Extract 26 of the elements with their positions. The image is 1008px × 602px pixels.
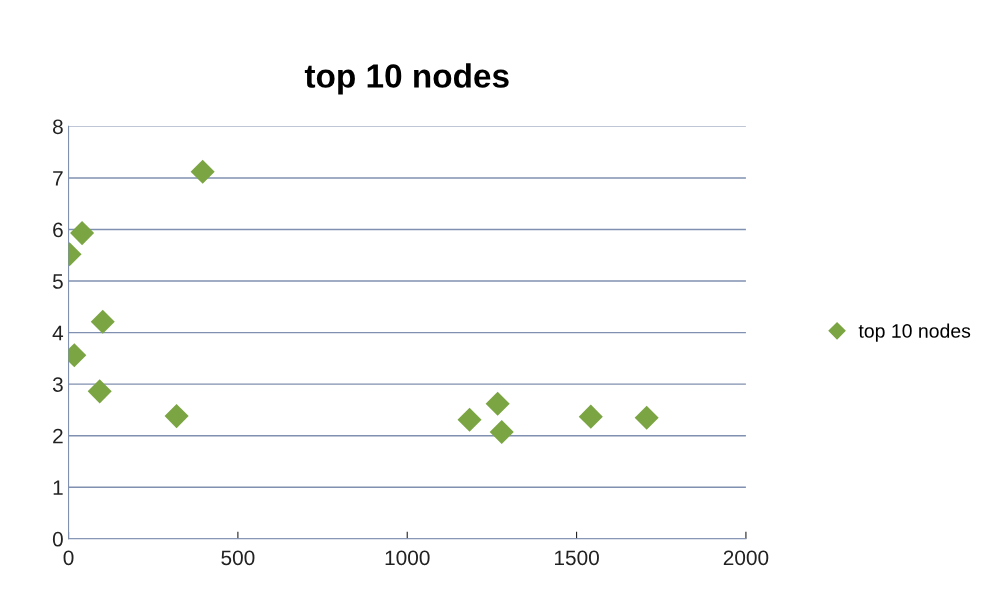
point: [485, 391, 510, 416]
x-tick-label: 1000: [385, 550, 430, 566]
x-tick-label: 2000: [723, 550, 769, 566]
legend-label: top 10 nodes: [858, 323, 971, 342]
x-tick-label: 500: [221, 550, 255, 566]
point: [634, 405, 659, 430]
point: [90, 309, 115, 334]
point: [190, 159, 215, 184]
point: [578, 404, 603, 429]
y-tick-label: 7: [53, 171, 63, 186]
y-tick-label: 1: [53, 480, 63, 495]
x-tick-label: 1500: [554, 550, 599, 566]
y-tick-label: 6: [53, 222, 63, 238]
point: [87, 379, 112, 404]
y-tick-label: 8: [53, 119, 63, 135]
y-tick-label: 2: [53, 428, 63, 444]
y-tick-label: 3: [52, 377, 63, 392]
y-tick-label: 4: [52, 325, 64, 341]
x-tick-label: 0: [63, 550, 74, 566]
point: [70, 221, 95, 246]
point: [489, 420, 514, 445]
y-tick-label: 5: [52, 274, 63, 289]
chart-title: top 10 nodes: [304, 63, 509, 95]
point: [457, 407, 482, 432]
y-tick-label: 0: [52, 531, 63, 547]
point: [164, 404, 189, 429]
